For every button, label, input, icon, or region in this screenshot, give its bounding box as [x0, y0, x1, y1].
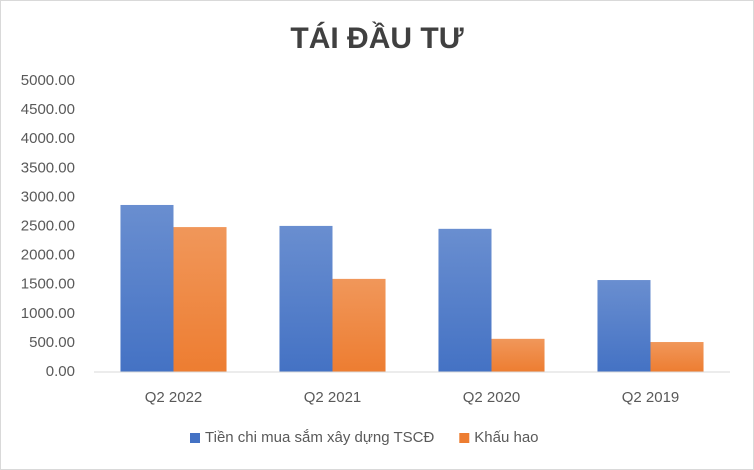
x-tick-label: Q2 2019	[622, 389, 680, 406]
y-tick-label: 5000.00	[21, 72, 75, 89]
bar	[173, 227, 227, 372]
y-tick-label: 0.00	[46, 363, 75, 380]
bar	[597, 280, 651, 372]
y-tick-label: 2000.00	[21, 247, 75, 264]
bar	[438, 228, 492, 372]
x-tick-label: Q2 2022	[145, 389, 203, 406]
bar	[120, 204, 174, 372]
bar	[332, 278, 386, 372]
y-tick-label: 4000.00	[21, 130, 75, 147]
bar	[491, 338, 545, 372]
y-tick-label: 1000.00	[21, 305, 75, 322]
legend-swatch	[459, 433, 470, 443]
x-tick-label: Q2 2020	[463, 389, 521, 406]
x-tick-label: Q2 2021	[304, 389, 362, 406]
bar	[279, 225, 333, 372]
y-tick-label: 1500.00	[21, 276, 75, 293]
y-tick-label: 2500.00	[21, 217, 75, 234]
legend-label: Khấu hao	[474, 429, 538, 446]
y-tick-label: 3500.00	[21, 159, 75, 176]
legend-swatch	[190, 433, 200, 443]
legend-label: Tiền chi mua sắm xây dựng TSCĐ	[205, 429, 434, 446]
y-tick-label: 3000.00	[21, 188, 75, 205]
y-tick-label: 4500.00	[21, 101, 75, 118]
bar	[650, 342, 704, 372]
chart-title: TÁI ĐẦU TƯ	[290, 21, 463, 55]
y-tick-label: 500.00	[29, 334, 75, 351]
